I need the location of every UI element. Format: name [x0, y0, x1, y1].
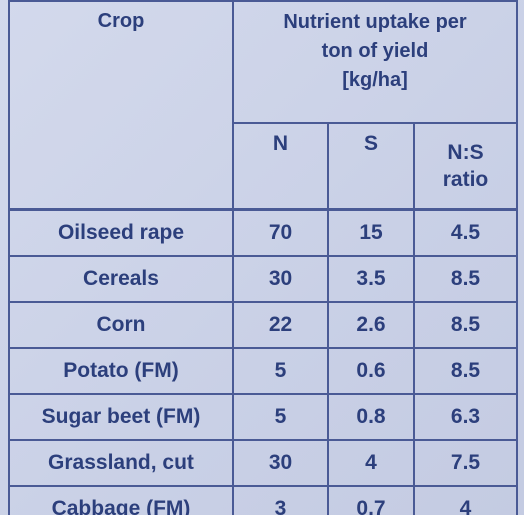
cell-crop: Grassland, cut: [8, 439, 234, 487]
table-row: Potato (FM) 5 0.6 8.5: [8, 347, 519, 395]
cell-s: 15: [327, 208, 415, 257]
header-ratio-line1: N:S: [447, 141, 484, 164]
cell-n: 70: [232, 208, 329, 257]
cell-ratio: 8.5: [412, 347, 519, 395]
cell-n: 30: [232, 439, 329, 487]
cell-ratio: 4: [412, 485, 519, 515]
cell-ratio: 4.5: [412, 208, 519, 257]
cell-s: 2.6: [327, 301, 415, 349]
header-nutrient-uptake: Nutrient uptake per ton of yield [kg/ha]: [231, 0, 519, 124]
cell-s: 0.6: [327, 347, 415, 395]
cell-crop: Cereals: [8, 255, 234, 303]
cell-ratio: 8.5: [412, 301, 519, 349]
header-uptake-line1: Nutrient uptake per: [283, 11, 467, 33]
cell-n: 3: [232, 485, 329, 515]
header-crop: Crop: [8, 0, 234, 211]
cell-n: 5: [232, 393, 329, 441]
cell-ratio: 7.5: [412, 439, 519, 487]
cell-ratio: 6.3: [412, 393, 519, 441]
table-row: Grassland, cut 30 4 7.5: [8, 439, 519, 487]
cell-n: 22: [232, 301, 329, 349]
header-n: N: [232, 122, 329, 211]
cell-crop: Cabbage (FM): [8, 485, 234, 515]
cell-crop: Corn: [8, 301, 234, 349]
header-s: S: [327, 122, 415, 211]
cell-crop: Sugar beet (FM): [8, 393, 234, 441]
cell-s: 0.7: [327, 485, 415, 515]
table-row: Cereals 30 3.5 8.5: [8, 255, 519, 303]
table-row: Oilseed rape 70 15 4.5: [8, 208, 519, 257]
header-uptake-unit: [kg/ha]: [342, 69, 408, 91]
cell-crop: Potato (FM): [8, 347, 234, 395]
cell-s: 0.8: [327, 393, 415, 441]
cell-s: 3.5: [327, 255, 415, 303]
cell-n: 30: [232, 255, 329, 303]
cell-ratio: 8.5: [412, 255, 519, 303]
header-uptake-line2: ton of yield: [321, 40, 429, 62]
cell-s: 4: [327, 439, 415, 487]
header-ns-ratio: N:S ratio: [412, 122, 519, 211]
nutrient-uptake-table: Crop Nutrient uptake per ton of yield [k…: [8, 0, 519, 515]
cell-n: 5: [232, 347, 329, 395]
cell-crop: Oilseed rape: [8, 208, 234, 257]
table-row: Cabbage (FM) 3 0.7 4: [8, 485, 519, 515]
table-row: Sugar beet (FM) 5 0.8 6.3: [8, 393, 519, 441]
table-row: Corn 22 2.6 8.5: [8, 301, 519, 349]
header-ratio-line2: ratio: [442, 168, 489, 191]
